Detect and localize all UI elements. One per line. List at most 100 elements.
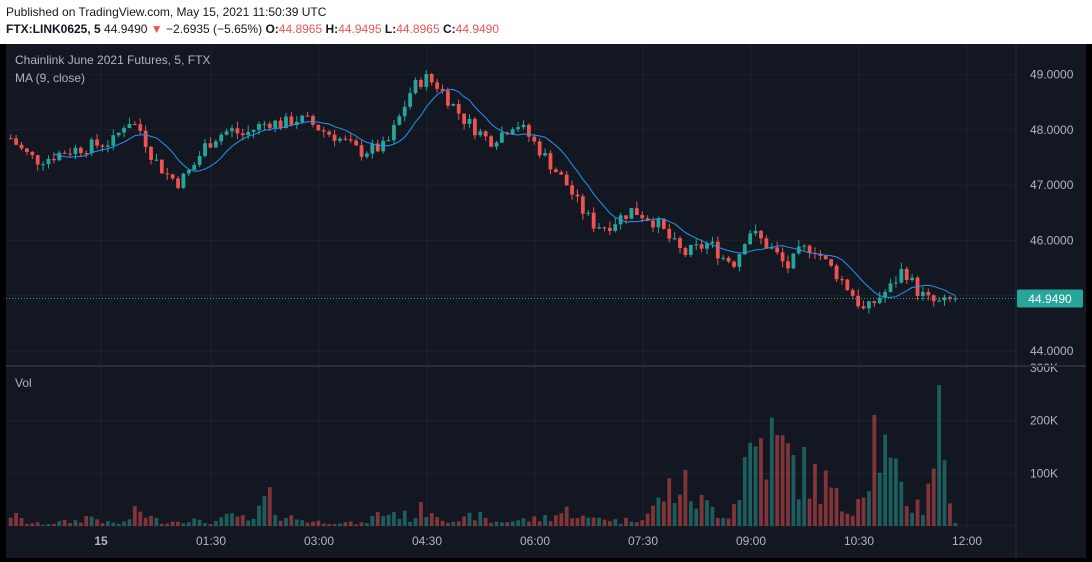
volume-bar [240,515,245,526]
candle-body [300,115,305,122]
candle-body [203,143,207,156]
candle-body [888,283,893,292]
candle-body [791,253,796,269]
volume-bar [116,523,121,526]
candle-body [672,238,677,240]
candle-body [494,142,499,147]
candle-body [467,119,472,124]
candle-body [122,128,126,133]
candle-body [375,143,380,152]
volume-bar [715,517,720,526]
candle-body [192,164,197,171]
volume-bar [937,384,941,526]
volume-bar [429,513,434,526]
volume-bars [8,384,958,526]
candle-body [89,139,94,154]
volume-bar [570,518,574,526]
candle-body [149,146,153,160]
volume-bar [365,523,369,526]
candle-body [753,230,758,234]
high-value: 44.9495 [338,22,382,36]
candle-body [181,173,186,188]
volume-bar [424,517,429,526]
candle-body [521,124,526,128]
volume-bar [122,521,126,526]
candle-body [46,158,51,165]
candle-body [19,144,24,149]
volume-bar [294,519,299,526]
time-tick-label: 07:30 [628,534,658,548]
candle-body [856,295,861,307]
candle-body [354,140,359,146]
candle-body [786,261,790,269]
candle-body [257,123,261,130]
volume-bar [699,495,704,526]
volume-bar [219,517,224,526]
volume-bar [19,517,24,526]
volume-bar [710,506,715,526]
volume-bar [370,516,375,526]
candle-body [240,133,245,136]
candle-body [327,131,332,135]
volume-bar [246,520,251,526]
volume-bar [176,521,180,526]
volume-bar [284,517,288,526]
candle-body [586,212,591,214]
candle-body [634,208,639,216]
volume-bar [753,446,758,526]
candle-body [861,306,866,309]
volume-bar [467,512,472,526]
volume-bar [640,520,645,526]
low-value: 44.8965 [396,22,440,36]
candle-body [246,131,251,136]
candle-body [311,116,315,125]
ohlc-line: FTX:LINK0625, 5 44.9490 ▼ −2.6935 (−5.65… [6,22,499,36]
candle-body [8,138,13,140]
volume-bar [575,518,580,526]
volume-bar [613,519,618,526]
volume-bar [73,520,78,526]
candle-body [715,241,720,259]
candle-body [721,257,726,259]
candle-body [526,124,531,137]
volume-bar [440,520,445,526]
candle-body [580,196,585,214]
candle-body [343,138,348,140]
volume-bar [300,520,305,526]
candle-body [78,147,83,154]
candle-body [170,174,175,179]
candle-body [289,116,294,125]
candle-body [127,124,132,129]
candle-body [132,124,137,126]
candle-body [392,124,396,141]
time-tick-label: 15 [94,534,108,548]
volume-bar [14,513,18,526]
publish-header: Published on TradingView.com, May 15, 20… [0,0,1092,44]
volume-bar [273,514,278,526]
candle-body [316,124,321,131]
volume-bar [948,503,952,526]
volume-bar [678,494,682,526]
close-label: C: [442,22,456,36]
candle-body [68,153,72,155]
volume-bar [289,515,294,526]
time-tick-label: 03:00 [304,534,334,548]
open-value: 44.8965 [278,22,323,36]
volume-bar [883,434,888,526]
volume-bar [802,446,807,526]
candle-body [640,215,645,219]
candle-body [834,265,839,280]
last-price: 44.9490 [104,22,148,36]
close-value: 44.9490 [455,22,500,36]
candle-body [429,74,434,83]
candle-body [694,244,699,246]
candle-body [224,131,229,135]
volume-bar [354,524,359,526]
volume-tick-label: 100K [1030,466,1058,480]
candle-body [197,155,202,165]
volume-bar [786,443,790,526]
volume-bar [267,487,272,526]
volume-bar [203,523,207,526]
candle-body [116,132,121,136]
